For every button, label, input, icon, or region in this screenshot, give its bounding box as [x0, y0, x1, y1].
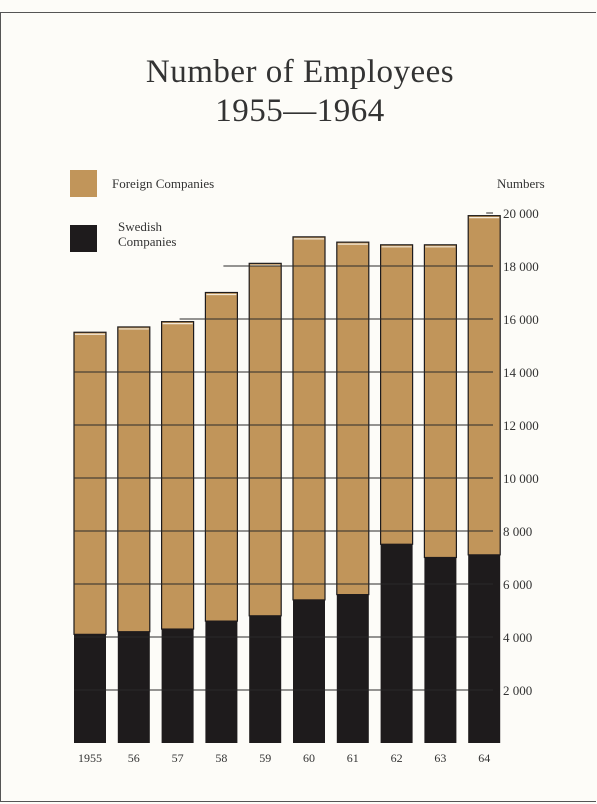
bar-foreign — [117, 326, 151, 633]
x-tick-label: 59 — [259, 751, 271, 765]
chart-subtitle: 1955—1964 — [215, 93, 385, 129]
bar-swedish — [117, 631, 150, 743]
bar-swedish — [468, 554, 501, 743]
y-tick-label: 20 000 — [503, 206, 539, 221]
bar-swedish — [161, 629, 194, 743]
bar-foreign — [204, 291, 238, 622]
x-tick-label: 62 — [391, 751, 403, 765]
x-tick-label: 1955 — [78, 751, 102, 765]
y-tick-label: 12 000 — [503, 418, 539, 433]
bar-swedish — [74, 634, 106, 743]
bar-foreign — [292, 236, 326, 601]
y-tick-label: 14 000 — [503, 365, 539, 380]
bar-swedish — [249, 615, 282, 743]
bar-swedish — [380, 544, 413, 743]
y-tick-label: 8 000 — [503, 524, 532, 539]
y-tick-label: 18 000 — [503, 259, 539, 274]
legend-label-swedish: Swedish Companies — [118, 219, 177, 249]
bar-foreign — [248, 262, 282, 617]
y-tick-label: 16 000 — [503, 312, 539, 327]
bar-foreign — [423, 244, 457, 559]
bar-swedish — [424, 557, 457, 743]
bar-foreign — [467, 215, 501, 556]
x-tick-label: 61 — [347, 751, 359, 765]
chart-title: Number of Employees — [145, 54, 455, 90]
x-tick-label: 64 — [478, 751, 490, 765]
x-tick-label: 56 — [128, 751, 140, 765]
x-tick-label: 63 — [434, 751, 446, 765]
bar-swedish — [205, 621, 238, 743]
bar-foreign — [380, 244, 414, 545]
chart-frame — [0, 12, 596, 802]
bar-foreign — [161, 321, 195, 630]
x-tick-label: 60 — [303, 751, 315, 765]
legend-label-foreign: Foreign Companies — [112, 176, 215, 191]
legend-swatch-swedish — [70, 225, 97, 252]
y-tick-label: 2 000 — [503, 683, 532, 698]
bar-swedish — [293, 599, 325, 743]
bar-swedish — [336, 594, 369, 743]
y-axis-label: Numbers — [497, 176, 545, 191]
y-tick-label: 6 000 — [503, 577, 532, 592]
bar-foreign — [73, 331, 107, 635]
legend-swatch-foreign — [70, 170, 97, 197]
bar-foreign — [336, 241, 370, 596]
y-tick-label: 4 000 — [503, 630, 532, 645]
x-tick-label: 57 — [172, 751, 184, 765]
x-tick-label: 58 — [215, 751, 227, 765]
y-tick-label: 10 000 — [503, 471, 539, 486]
